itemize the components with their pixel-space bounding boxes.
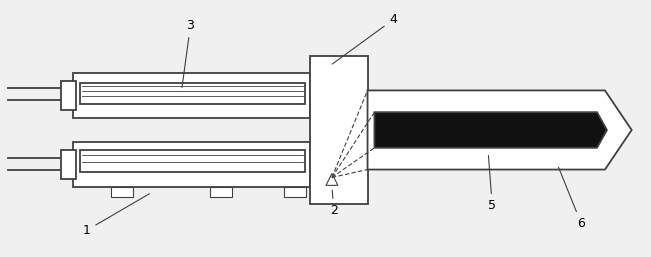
Polygon shape xyxy=(374,112,607,148)
Bar xyxy=(73,73,310,118)
Text: 1: 1 xyxy=(83,194,150,237)
Text: 5: 5 xyxy=(488,155,496,212)
Bar xyxy=(73,142,310,187)
Polygon shape xyxy=(368,90,631,170)
Text: 2: 2 xyxy=(330,190,338,217)
Bar xyxy=(111,187,133,197)
Bar xyxy=(79,150,305,171)
Text: 4: 4 xyxy=(332,13,397,64)
Text: 3: 3 xyxy=(182,19,195,88)
Bar xyxy=(61,80,76,110)
Polygon shape xyxy=(326,173,338,185)
Bar xyxy=(61,150,76,179)
Text: 6: 6 xyxy=(559,167,585,230)
Bar xyxy=(284,187,306,197)
Bar xyxy=(310,56,368,204)
Bar xyxy=(79,82,305,104)
Bar xyxy=(210,187,232,197)
